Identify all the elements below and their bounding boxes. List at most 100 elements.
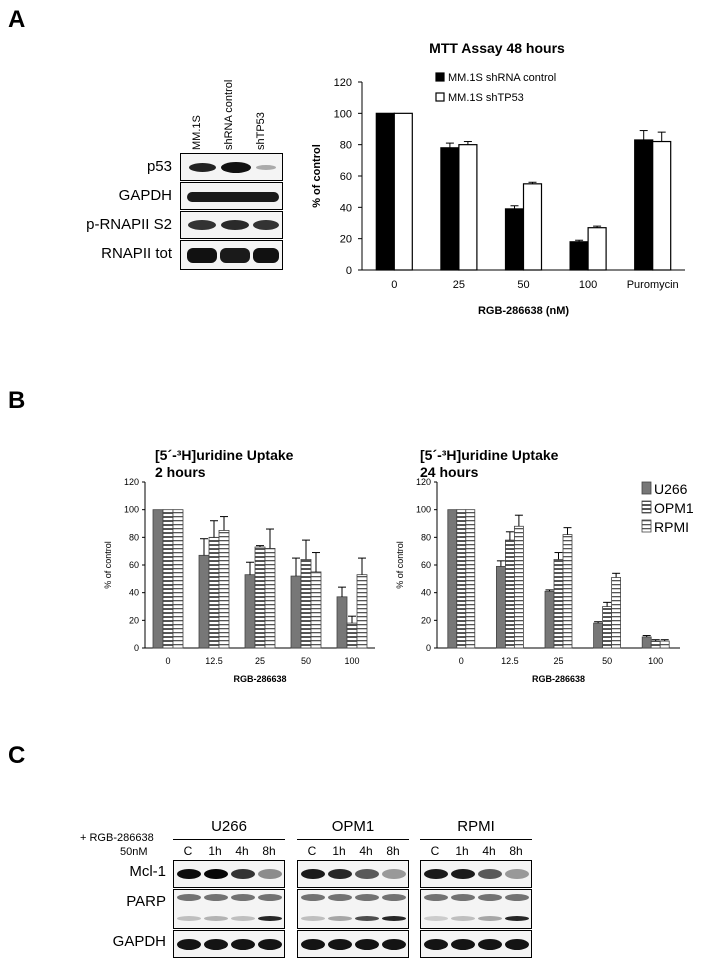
band: [355, 869, 379, 879]
y-tick-label: 100: [416, 505, 431, 515]
time-label: 8h: [509, 844, 523, 858]
band: [301, 916, 325, 921]
bar: [254, 546, 266, 649]
x-tick-label: 100: [648, 656, 663, 666]
x-tick-label: 50: [517, 279, 529, 291]
bar: [650, 640, 661, 649]
y-tick-label: 120: [334, 77, 352, 89]
band: [221, 162, 251, 173]
band: [451, 869, 475, 879]
blot-row-p-rnapii-s2: [180, 211, 283, 239]
blot-row-parp: [420, 889, 532, 929]
x-tick-label: 50: [602, 656, 612, 666]
y-tick-label: 120: [124, 477, 139, 487]
blot-row-gapdh: [297, 930, 409, 958]
blot-label-p-rnapii-s2: p-RNAPII S2: [86, 216, 172, 233]
treatment-label: + RGB-286638: [80, 832, 154, 844]
legend-label: U266: [654, 481, 688, 497]
group-title: OPM1: [331, 818, 375, 835]
blot-row-rnapii-tot: [180, 240, 283, 270]
y-axis-label: % of control: [311, 144, 323, 208]
band: [221, 220, 249, 230]
legend-swatch: [435, 92, 445, 102]
x-tick-label: 25: [255, 656, 265, 666]
x-axis-label: RGB-286638: [233, 674, 286, 684]
band: [177, 916, 201, 921]
band: [204, 916, 228, 921]
blot-row-p53: [180, 153, 283, 181]
legend-label: RPMI: [654, 519, 689, 535]
group-underline: [297, 839, 409, 840]
chart-title-line1: [5´-³H]uridine Uptake: [155, 447, 294, 463]
band: [451, 916, 475, 921]
band: [505, 916, 529, 921]
bar: [456, 509, 467, 649]
band: [382, 916, 406, 921]
time-label: 1h: [332, 844, 346, 858]
bar: [465, 509, 476, 649]
chart-title: MTT Assay 48 hours: [429, 40, 565, 56]
band: [231, 894, 255, 901]
band: [187, 192, 279, 202]
band: [382, 939, 406, 950]
band: [451, 894, 475, 901]
y-tick-label: 100: [334, 108, 352, 120]
band: [256, 165, 276, 170]
x-tick-label: 25: [453, 279, 465, 291]
time-label: 4h: [359, 844, 373, 858]
band: [328, 894, 352, 901]
bar: [198, 554, 210, 649]
y-tick-label: 20: [421, 615, 431, 625]
chart-title-line2: 2 hours: [155, 464, 206, 480]
y-tick-label: 40: [340, 202, 352, 214]
blot-label-parp: PARP: [126, 893, 166, 910]
legend-label: OPM1: [654, 500, 694, 516]
bar: [458, 144, 478, 271]
band: [451, 939, 475, 950]
blot-row-mcl: [173, 860, 285, 888]
band: [301, 869, 325, 879]
bar: [310, 571, 322, 649]
bar: [505, 539, 515, 649]
bar: [553, 559, 564, 649]
band: [188, 220, 216, 230]
bar: [346, 622, 358, 649]
band: [382, 894, 406, 901]
blot-label-mcl1: Mcl-1: [129, 863, 166, 880]
band: [177, 939, 201, 950]
bar: [162, 509, 174, 649]
band: [505, 869, 529, 879]
band: [204, 869, 228, 879]
y-axis-label: % of control: [103, 541, 113, 589]
group-underline: [173, 839, 285, 840]
bar: [375, 112, 395, 271]
x-tick-label: 12.5: [501, 656, 519, 666]
blot-row-gapdh: [180, 182, 283, 210]
blot-row-gapdh: [173, 930, 285, 958]
band: [382, 869, 406, 879]
blot-row-gapdh: [420, 930, 532, 958]
legend-swatch: [641, 500, 652, 514]
y-tick-label: 100: [124, 505, 139, 515]
y-tick-label: 80: [340, 140, 352, 152]
y-tick-label: 60: [129, 560, 139, 570]
band: [478, 869, 502, 879]
band: [187, 248, 217, 263]
bar: [152, 509, 164, 649]
bar: [496, 565, 506, 649]
band: [505, 939, 529, 950]
blot-label-gapdh-c: GAPDH: [112, 933, 166, 950]
bar: [544, 590, 555, 649]
y-tick-label: 60: [340, 171, 352, 183]
y-tick-label: 60: [421, 560, 431, 570]
time-label: 8h: [386, 844, 400, 858]
x-tick-label: 0: [459, 656, 464, 666]
band: [231, 939, 255, 950]
y-tick-label: 0: [426, 643, 431, 653]
bar: [336, 596, 348, 649]
time-label: 8h: [262, 844, 276, 858]
y-tick-label: 40: [129, 588, 139, 598]
bar: [593, 622, 604, 649]
panel-letter-b: B: [8, 387, 26, 414]
